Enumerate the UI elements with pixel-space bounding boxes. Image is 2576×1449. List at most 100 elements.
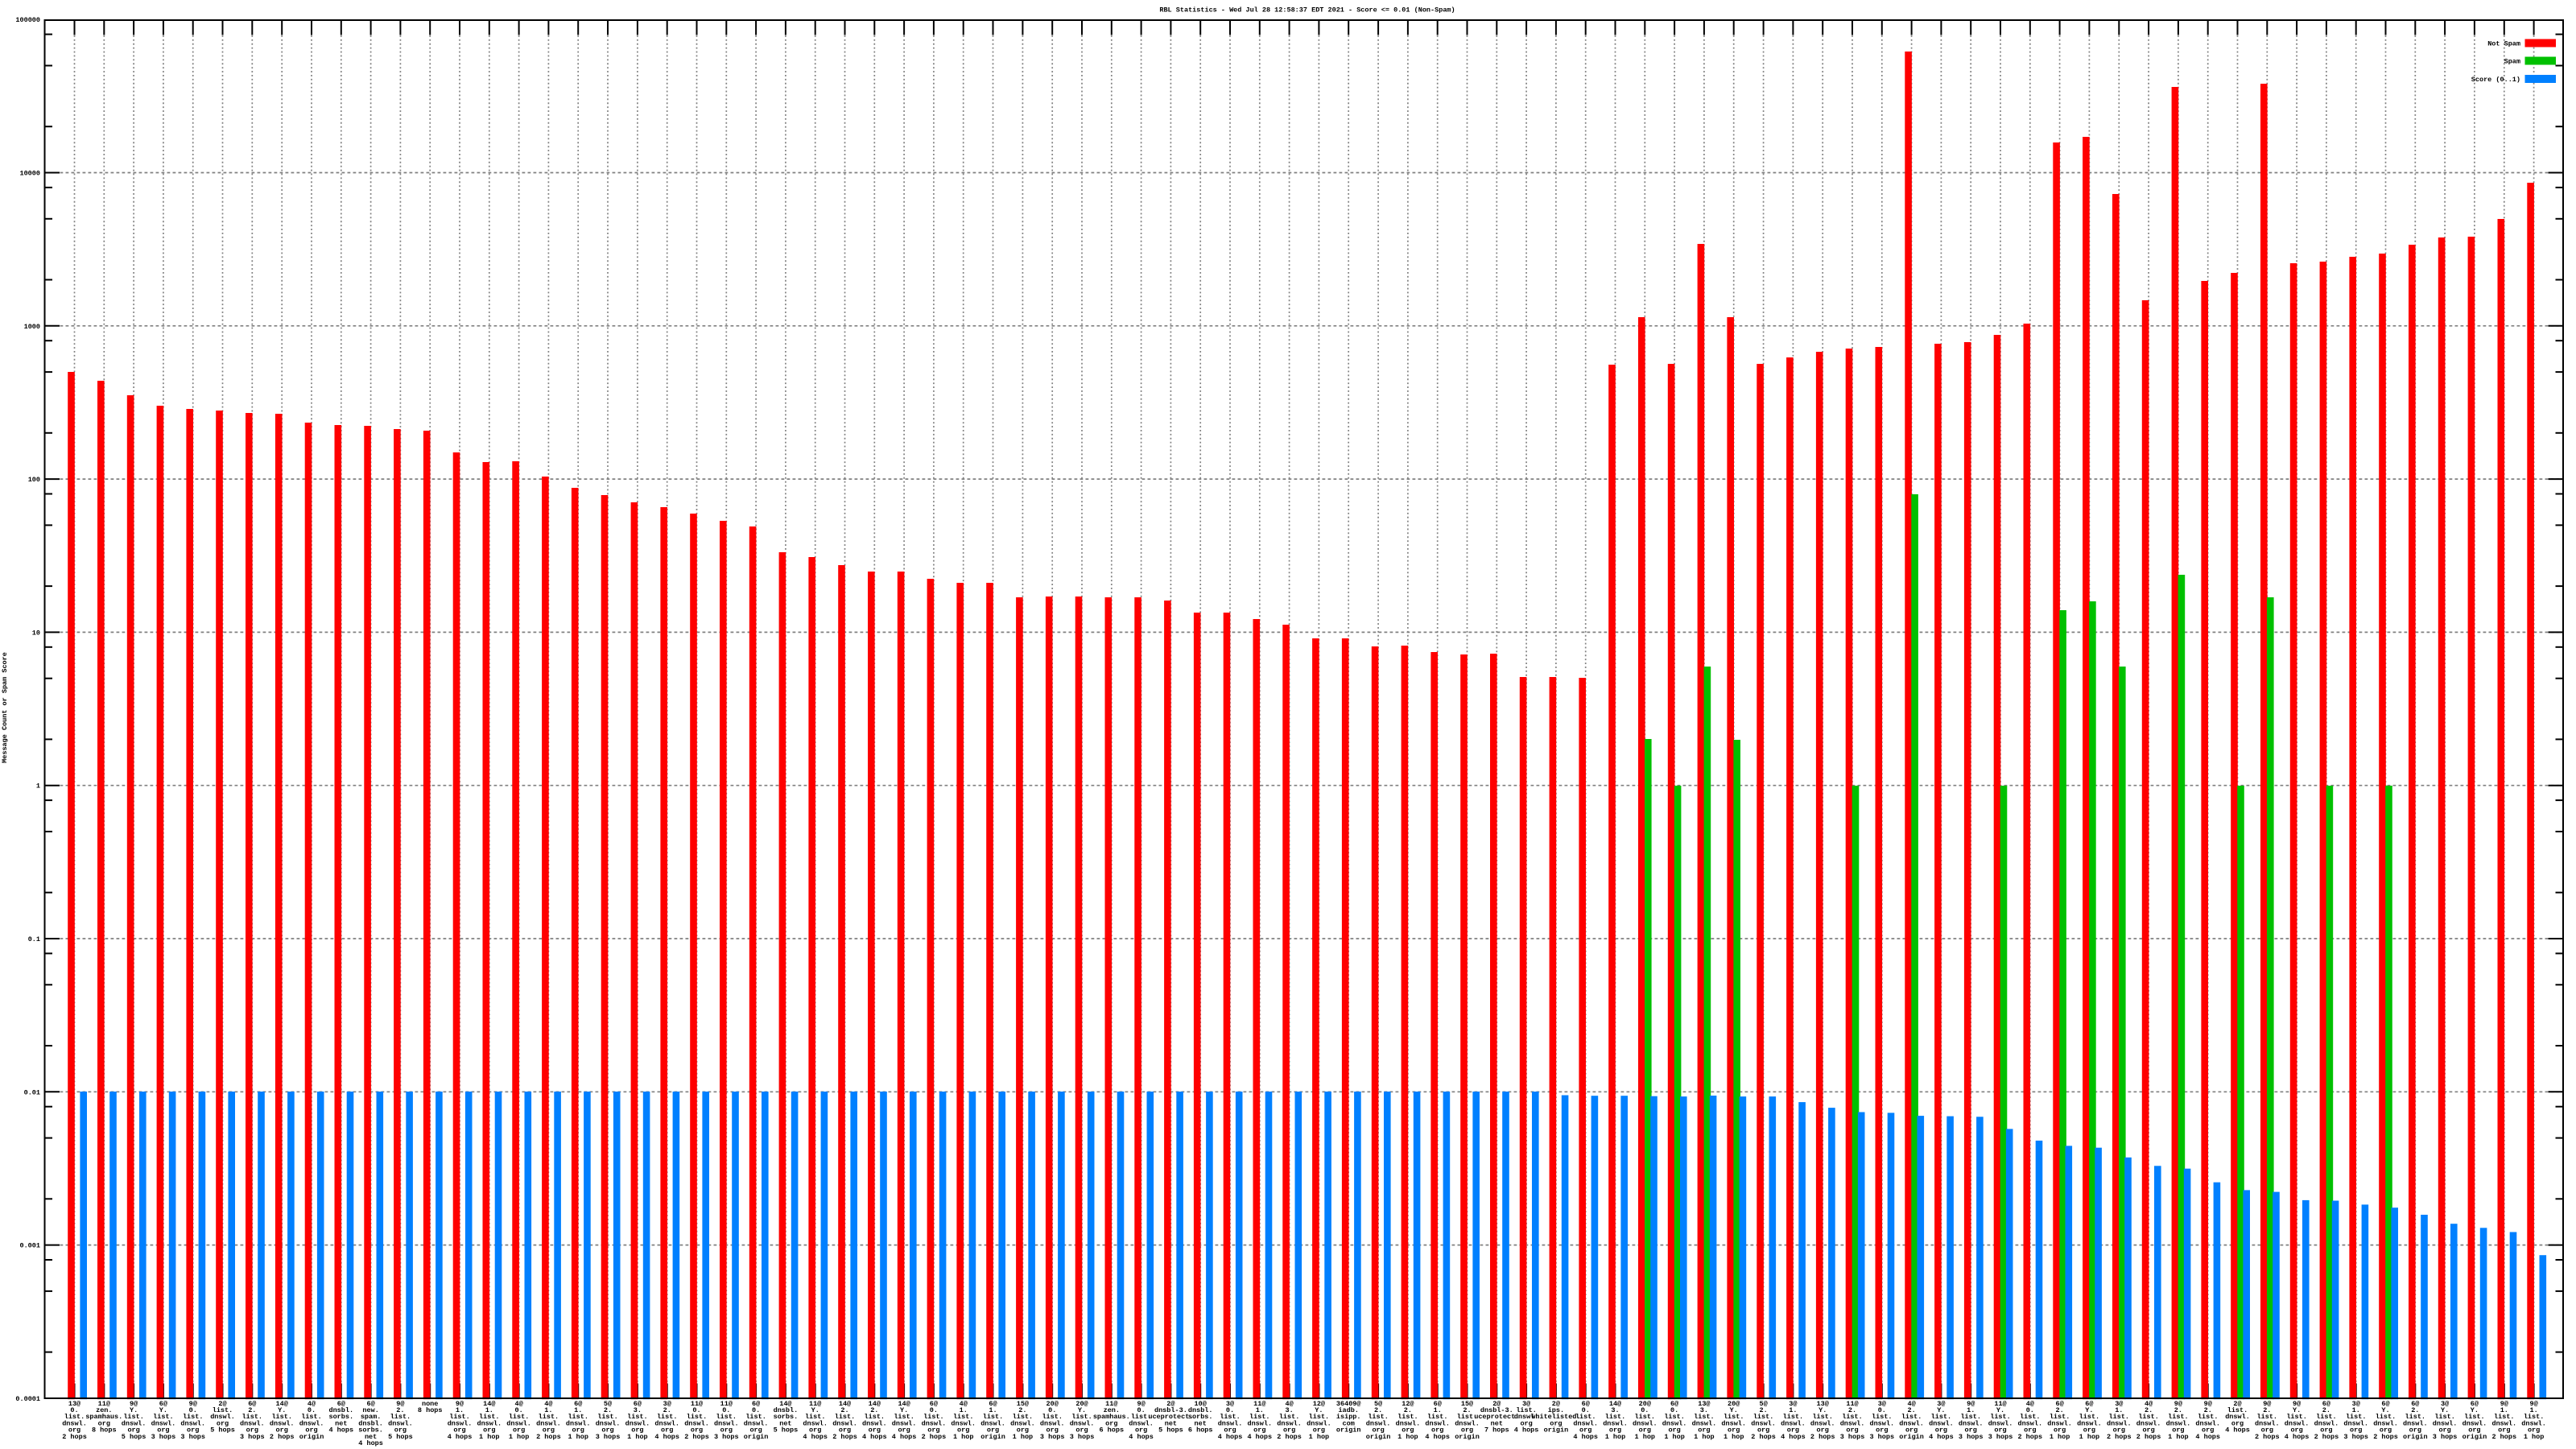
svg-text:dnswl.: dnswl. — [2255, 1419, 2280, 1427]
svg-text:2@: 2@ — [1492, 1400, 1501, 1408]
svg-text:9@: 9@ — [1967, 1400, 1975, 1408]
svg-text:list.: list. — [2227, 1406, 2248, 1414]
svg-text:6@: 6@ — [366, 1400, 374, 1408]
svg-text:1.: 1. — [2115, 1406, 2123, 1414]
svg-text:6@: 6@ — [930, 1400, 938, 1408]
svg-text:3@: 3@ — [1522, 1400, 1530, 1408]
svg-text:dnswl.: dnswl. — [62, 1419, 87, 1427]
svg-text:org: org — [1224, 1426, 1236, 1435]
svg-text:org: org — [1935, 1426, 1947, 1435]
svg-text:org: org — [809, 1426, 821, 1435]
svg-text:11@: 11@ — [691, 1400, 703, 1408]
svg-text:org: org — [1757, 1426, 1769, 1435]
svg-text:dnswl.: dnswl. — [2107, 1419, 2132, 1427]
svg-text:0.: 0. — [1137, 1406, 1145, 1414]
svg-text:1.: 1. — [2529, 1406, 2537, 1414]
svg-text:dnswl.: dnswl. — [566, 1419, 591, 1427]
svg-text:origin: origin — [744, 1433, 769, 1441]
svg-text:3 hops: 3 hops — [714, 1433, 739, 1441]
svg-text:4 hops: 4 hops — [448, 1433, 473, 1441]
svg-text:list.: list. — [2376, 1413, 2396, 1421]
svg-text:org: org — [1965, 1426, 1977, 1435]
svg-text:dnswl.: dnswl. — [892, 1419, 917, 1427]
svg-text:list.: list. — [2198, 1413, 2219, 1421]
svg-text:1.: 1. — [544, 1406, 552, 1414]
svg-text:org: org — [1105, 1419, 1117, 1427]
svg-text:dnswl.: dnswl. — [2462, 1419, 2487, 1427]
svg-text:4 hops: 4 hops — [1247, 1433, 1272, 1441]
svg-text:1.: 1. — [2500, 1406, 2508, 1414]
svg-text:6@: 6@ — [989, 1400, 997, 1408]
svg-text:3 hops: 3 hops — [2343, 1433, 2368, 1441]
svg-text:4 hops: 4 hops — [862, 1433, 887, 1441]
svg-text:org: org — [1846, 1426, 1858, 1435]
svg-text:org: org — [839, 1426, 851, 1435]
svg-text:list.: list. — [923, 1413, 944, 1421]
svg-text:0.: 0. — [752, 1406, 760, 1414]
svg-text:1: 1 — [36, 782, 40, 791]
svg-text:list.: list. — [1753, 1413, 1774, 1421]
svg-text:list.: list. — [2346, 1413, 2367, 1421]
svg-text:14@: 14@ — [839, 1400, 851, 1408]
svg-text:dnswl.: dnswl. — [180, 1419, 205, 1427]
svg-text:org: org — [1579, 1426, 1591, 1435]
svg-text:org: org — [187, 1426, 199, 1435]
svg-text:org: org — [2468, 1426, 2480, 1435]
svg-text:com: com — [1343, 1419, 1355, 1427]
svg-text:list.: list. — [2494, 1413, 2515, 1421]
svg-text:list.: list. — [449, 1413, 470, 1421]
svg-text:dnswl.: dnswl. — [2195, 1419, 2220, 1427]
svg-text:org: org — [601, 1426, 613, 1435]
svg-text:4 hops: 4 hops — [1514, 1426, 1539, 1435]
svg-text:list.: list. — [1427, 1413, 1448, 1421]
svg-text:20@: 20@ — [1046, 1400, 1059, 1408]
svg-text:list.: list. — [894, 1413, 914, 1421]
svg-text:list.: list. — [242, 1413, 263, 1421]
svg-text:9@: 9@ — [2500, 1400, 2508, 1408]
svg-text:dnswl.: dnswl. — [2433, 1419, 2458, 1427]
svg-text:2.: 2. — [604, 1406, 612, 1414]
svg-text:org: org — [869, 1426, 881, 1435]
svg-text:Y.: Y. — [2441, 1406, 2449, 1414]
svg-text:Y.: Y. — [1078, 1406, 1086, 1414]
svg-text:0.: 0. — [308, 1406, 316, 1414]
svg-text:14@: 14@ — [1609, 1400, 1621, 1408]
svg-text:dnswl.: dnswl. — [1869, 1419, 1894, 1427]
svg-text:2.: 2. — [1463, 1406, 1471, 1414]
svg-text:2 hops: 2 hops — [2136, 1433, 2161, 1441]
svg-text:4 hops: 4 hops — [2195, 1433, 2220, 1441]
svg-text:list.: list. — [2405, 1413, 2426, 1421]
svg-text:list.: list. — [983, 1413, 1004, 1421]
svg-text:Not Spam: Not Spam — [2487, 40, 2520, 48]
svg-text:3@: 3@ — [1878, 1400, 1886, 1408]
svg-text:list.: list. — [835, 1413, 856, 1421]
svg-text:2 hops: 2 hops — [536, 1433, 561, 1441]
svg-text:9@: 9@ — [1137, 1400, 1145, 1408]
svg-text:sorbs.: sorbs. — [774, 1413, 799, 1421]
svg-text:6@: 6@ — [574, 1400, 582, 1408]
svg-text:1 hop: 1 hop — [479, 1433, 500, 1441]
svg-text:3 hops: 3 hops — [151, 1433, 176, 1441]
svg-text:Y.: Y. — [2085, 1406, 2093, 1414]
svg-text:origin: origin — [299, 1433, 324, 1441]
svg-text:dnswl.: dnswl. — [832, 1419, 857, 1427]
svg-text:org: org — [2083, 1426, 2095, 1435]
svg-text:org: org — [749, 1426, 762, 1435]
svg-text:org: org — [1135, 1426, 1147, 1435]
svg-text:8 hops: 8 hops — [92, 1426, 117, 1435]
svg-text:3@: 3@ — [1937, 1400, 1945, 1408]
svg-text:12@: 12@ — [1402, 1400, 1414, 1408]
svg-text:3@: 3@ — [663, 1400, 671, 1408]
svg-text:iadb.: iadb. — [1338, 1406, 1359, 1414]
svg-text:org: org — [1550, 1419, 1562, 1427]
svg-text:2.: 2. — [2204, 1406, 2212, 1414]
svg-text:dnswl.: dnswl. — [1129, 1419, 1154, 1427]
svg-text:0.: 0. — [722, 1406, 730, 1414]
svg-text:2.: 2. — [2174, 1406, 2182, 1414]
svg-text:1 hop: 1 hop — [953, 1433, 974, 1441]
svg-text:spamhaus.: spamhaus. — [85, 1413, 122, 1421]
svg-text:org: org — [513, 1426, 525, 1435]
svg-text:1 hop: 1 hop — [1694, 1433, 1715, 1441]
svg-text:list.: list. — [1842, 1413, 1863, 1421]
svg-text:0.01: 0.01 — [24, 1088, 40, 1096]
